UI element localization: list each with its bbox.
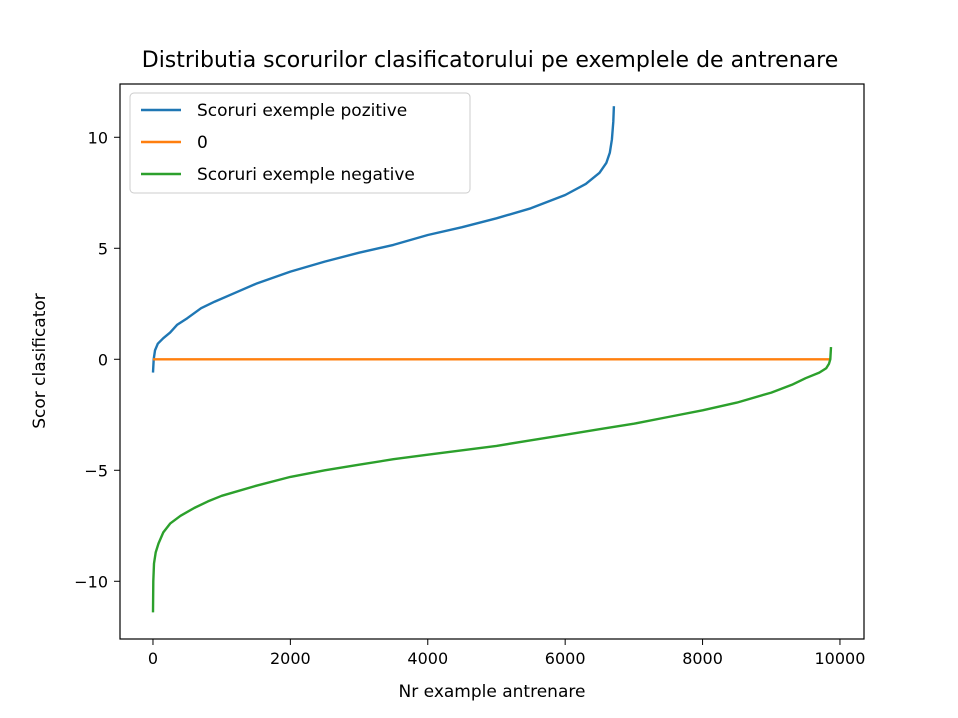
x-tick-label: 8000 bbox=[682, 649, 723, 668]
plot-frame bbox=[119, 83, 865, 640]
x-axis-ticks: 0 2000 4000 6000 8000 10000 bbox=[148, 639, 866, 668]
y-tick-label: 5 bbox=[98, 239, 108, 258]
y-axis-ticks: −10 −5 0 5 10 bbox=[74, 128, 120, 591]
x-tick-label: 10000 bbox=[815, 649, 866, 668]
legend-label-2: Scoruri exemple negative bbox=[197, 165, 415, 185]
y-axis-label: Scor clasificator bbox=[30, 293, 50, 429]
y-tick-label: 10 bbox=[88, 128, 108, 147]
x-tick-label: 4000 bbox=[407, 649, 448, 668]
series-line-0 bbox=[151, 106, 616, 373]
x-tick-label: 2000 bbox=[270, 649, 311, 668]
y-tick-label: −5 bbox=[84, 461, 108, 480]
y-tick-label: 0 bbox=[98, 350, 108, 369]
y-tick-label: −10 bbox=[74, 572, 108, 591]
legend-label-1: 0 bbox=[197, 133, 208, 153]
legend: Scoruri exemple pozitive 0 Scoruri exemple… bbox=[129, 92, 471, 194]
legend-label-0: Scoruri exemple pozitive bbox=[197, 101, 407, 121]
x-tick-label: 0 bbox=[148, 649, 158, 668]
plot-lines bbox=[151, 106, 833, 613]
x-axis-label: Nr example antrenare bbox=[399, 682, 586, 702]
legend-box bbox=[129, 92, 471, 194]
chart-title: Distributia scorurilor clasificatorului … bbox=[142, 48, 839, 73]
series-line-2 bbox=[151, 347, 833, 613]
x-tick-label: 6000 bbox=[545, 649, 586, 668]
